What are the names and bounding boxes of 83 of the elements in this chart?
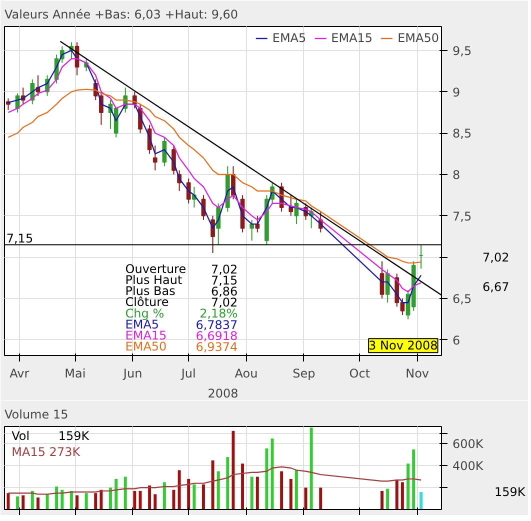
bar [124, 476, 127, 510]
text: 159K [494, 485, 526, 500]
bar [70, 490, 73, 510]
bar [250, 476, 254, 510]
bar [162, 482, 166, 510]
bar [6, 493, 10, 510]
bar [192, 484, 196, 510]
bar [187, 478, 190, 510]
bar [55, 486, 58, 510]
bar [148, 485, 152, 510]
x-tick-label: Jul [180, 366, 196, 380]
x-tick-label: Avr [10, 366, 30, 380]
y-tick-label: 8 [452, 168, 460, 182]
bar [16, 496, 20, 510]
bar [84, 493, 88, 510]
annotation: 3 Nov 2008 [368, 338, 438, 353]
bar [94, 493, 98, 510]
x-tick-label: Aou [234, 366, 258, 380]
annotation: MA15 273K [12, 444, 82, 459]
y-tick-label: 400K [452, 458, 484, 473]
y-tick-label: 600K [452, 436, 484, 451]
annotation: 159K [58, 429, 90, 444]
bar [280, 471, 284, 510]
x-axis-title: 2008 [208, 386, 238, 400]
legend-label: EMA15 [331, 31, 373, 45]
candlestick [162, 136, 167, 167]
bar [30, 490, 34, 510]
bar [380, 490, 384, 510]
chart-title: Valeurs Année +Bas: 6,03 +Haut: 9,60 [4, 8, 238, 22]
bar [232, 430, 235, 510]
bar [319, 488, 322, 510]
bar [400, 482, 404, 510]
x-tick-label: Mai [64, 366, 86, 380]
ref-line-label: 7,15 [6, 232, 34, 246]
line-series [8, 466, 422, 495]
bar [406, 464, 410, 510]
bar [178, 470, 181, 510]
bar [256, 476, 259, 510]
bar [310, 428, 313, 510]
y-tick-label: 7,5 [452, 209, 472, 224]
y-tick-label: 9,5 [452, 44, 472, 58]
y-tick-label: 6 [452, 333, 460, 348]
legend-label: EMA50 [398, 31, 439, 45]
bar [133, 490, 136, 510]
y-tick-label: 6,5 [452, 292, 472, 306]
bar [36, 497, 40, 510]
bar [241, 464, 244, 510]
bar [226, 457, 230, 510]
bar [211, 460, 214, 510]
bar [154, 494, 157, 510]
bar [109, 488, 112, 510]
bar [289, 478, 292, 510]
text: 7,02 [482, 250, 510, 264]
chart-title: Volume 15 [4, 408, 68, 422]
x-tick-label: Oct [349, 366, 370, 380]
bar [216, 471, 220, 510]
legend-label: EMA5 [272, 31, 306, 45]
text: 6,67 [482, 280, 510, 294]
annotation: 7,02 [210, 262, 238, 276]
bar [386, 488, 390, 510]
bar [294, 470, 298, 510]
x-tick-label: Sep [292, 366, 316, 380]
bar [202, 484, 205, 510]
bar [270, 438, 274, 510]
bar [395, 480, 398, 510]
candlestick [152, 145, 158, 171]
bar [420, 492, 423, 510]
x-tick-label: Nov [406, 366, 430, 380]
bar [265, 448, 268, 510]
bar [22, 495, 25, 510]
bar [412, 449, 416, 510]
x-tick-label: Jun [122, 366, 142, 380]
bar [76, 495, 79, 510]
bar [100, 490, 103, 510]
bar [172, 490, 176, 510]
annotation: Vol [12, 429, 30, 444]
bar [114, 478, 118, 510]
y-tick-label: 9 [452, 85, 460, 100]
y-tick-label: 8,5 [452, 126, 472, 141]
annotation: Ouverture [125, 262, 186, 276]
bar [60, 490, 64, 510]
annotation: 6,7837 [196, 318, 238, 332]
bar [46, 494, 49, 510]
